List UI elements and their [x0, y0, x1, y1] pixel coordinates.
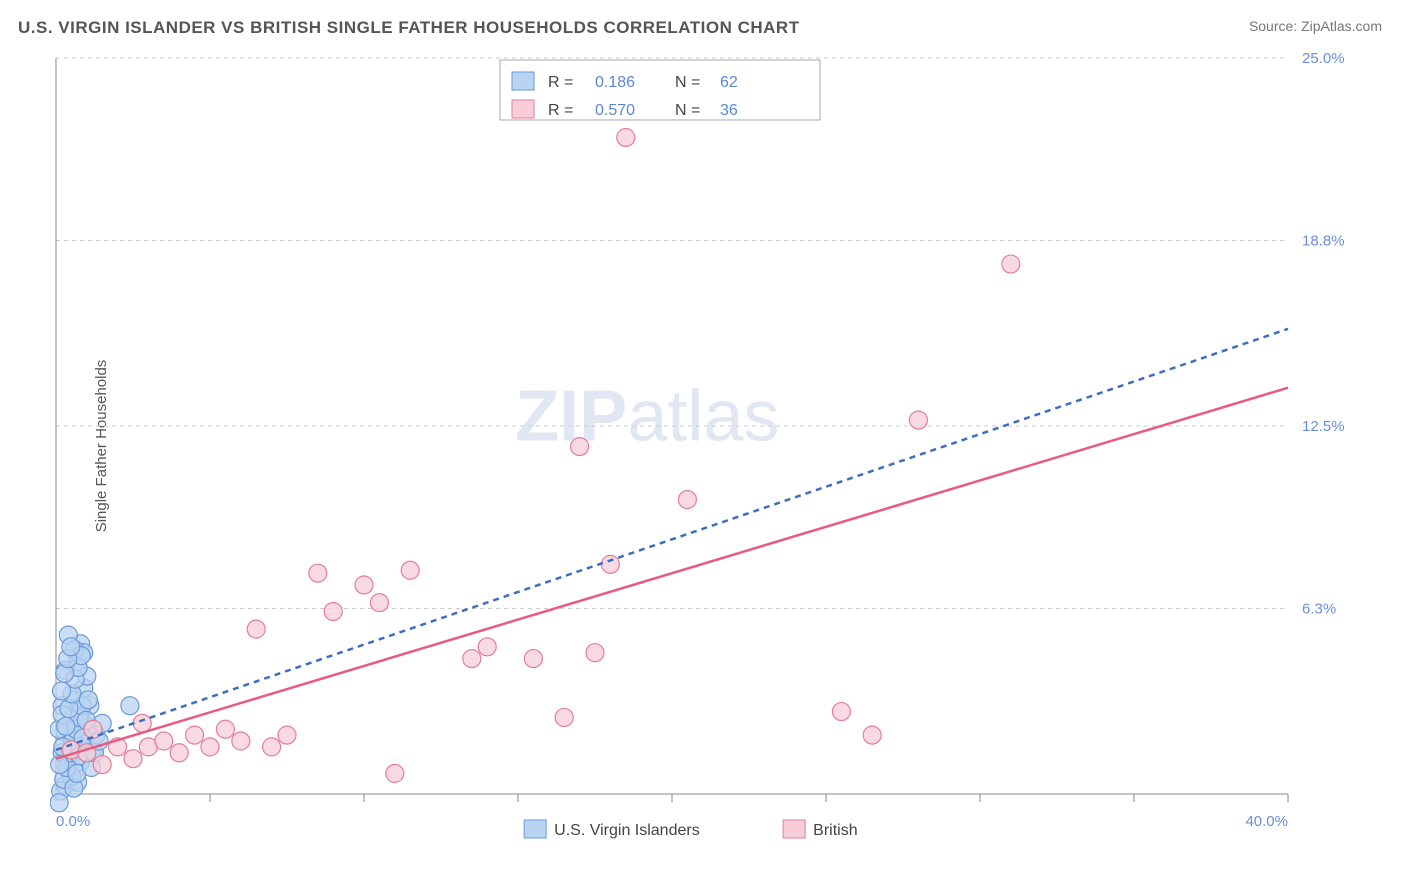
- data-point-usvi: [50, 794, 68, 812]
- data-point-british: [617, 128, 635, 146]
- y-tick-label: 18.8%: [1302, 233, 1345, 250]
- data-point-british: [909, 411, 927, 429]
- data-point-british: [863, 726, 881, 744]
- data-point-usvi: [121, 697, 139, 715]
- legend-n-label: N =: [675, 102, 700, 119]
- data-point-british: [247, 620, 265, 638]
- data-point-british: [155, 732, 173, 750]
- data-point-british: [93, 756, 111, 774]
- data-point-british: [678, 491, 696, 509]
- legend-swatch: [512, 72, 534, 90]
- data-point-british: [309, 564, 327, 582]
- data-point-usvi: [62, 638, 80, 656]
- data-point-british: [832, 703, 850, 721]
- data-point-british: [263, 738, 281, 756]
- data-point-british: [232, 732, 250, 750]
- data-point-british: [370, 594, 388, 612]
- data-point-british: [524, 650, 542, 668]
- watermark: ZIPatlas: [515, 377, 779, 457]
- legend-r-label: R =: [548, 102, 573, 119]
- data-point-british: [278, 726, 296, 744]
- legend-n-value: 62: [720, 74, 738, 91]
- data-point-british: [201, 738, 219, 756]
- data-point-british: [463, 650, 481, 668]
- data-point-british: [401, 561, 419, 579]
- legend-swatch: [512, 100, 534, 118]
- series-swatch: [783, 820, 805, 838]
- series-label: U.S. Virgin Islanders: [554, 822, 700, 839]
- data-point-british: [601, 555, 619, 573]
- data-point-usvi: [53, 682, 71, 700]
- data-point-british: [216, 720, 234, 738]
- data-point-british: [170, 744, 188, 762]
- x-tick-label: 40.0%: [1245, 813, 1288, 830]
- legend-n-value: 36: [720, 102, 738, 119]
- data-point-british: [186, 726, 204, 744]
- data-point-british: [355, 576, 373, 594]
- legend-r-label: R =: [548, 74, 573, 91]
- scatter-plot: 6.3% 12.5% 18.8% 25.0% ZIPatlas 0.0% 40.0% R = 0…: [50, 52, 1360, 842]
- y-tick-label: 6.3%: [1302, 601, 1336, 618]
- data-point-british: [478, 638, 496, 656]
- x-tick-label: 0.0%: [56, 813, 90, 830]
- source-attribution: Source: ZipAtlas.com: [1249, 18, 1382, 34]
- data-point-british: [586, 644, 604, 662]
- data-point-british: [555, 708, 573, 726]
- data-point-british: [386, 764, 404, 782]
- data-point-usvi: [79, 691, 97, 709]
- legend-r-value: 0.186: [595, 74, 635, 91]
- data-point-usvi: [57, 717, 75, 735]
- y-tick-label: 12.5%: [1302, 418, 1345, 435]
- data-point-british: [124, 750, 142, 768]
- data-point-british: [571, 438, 589, 456]
- chart-title: U.S. VIRGIN ISLANDER VS BRITISH SINGLE F…: [18, 18, 800, 38]
- legend-r-value: 0.570: [595, 102, 635, 119]
- data-point-british: [1002, 255, 1020, 273]
- data-point-british: [324, 602, 342, 620]
- legend-n-label: N =: [675, 74, 700, 91]
- series-swatch: [524, 820, 546, 838]
- series-label: British: [813, 822, 857, 839]
- y-tick-label: 25.0%: [1302, 52, 1345, 67]
